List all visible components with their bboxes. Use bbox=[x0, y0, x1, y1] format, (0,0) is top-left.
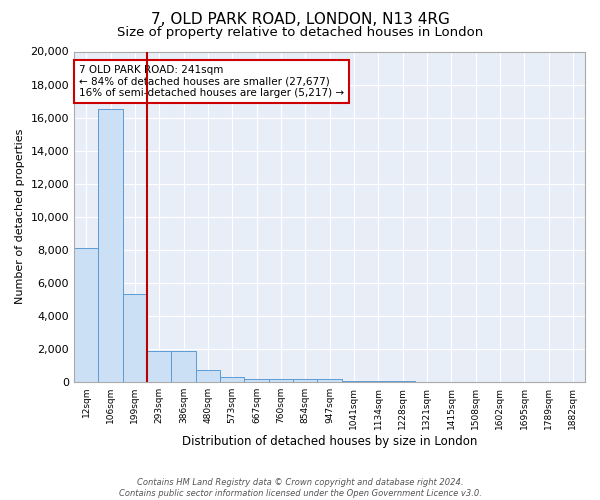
Text: Contains HM Land Registry data © Crown copyright and database right 2024.
Contai: Contains HM Land Registry data © Crown c… bbox=[119, 478, 481, 498]
X-axis label: Distribution of detached houses by size in London: Distribution of detached houses by size … bbox=[182, 434, 477, 448]
Bar bbox=[366, 381, 391, 382]
Bar bbox=[220, 377, 244, 382]
Text: 7, OLD PARK ROAD, LONDON, N13 4RG: 7, OLD PARK ROAD, LONDON, N13 4RG bbox=[151, 12, 449, 28]
Bar bbox=[172, 352, 196, 382]
Bar bbox=[196, 370, 220, 382]
Text: Size of property relative to detached houses in London: Size of property relative to detached ho… bbox=[117, 26, 483, 39]
Y-axis label: Number of detached properties: Number of detached properties bbox=[15, 129, 25, 304]
Bar bbox=[98, 110, 123, 382]
Bar bbox=[74, 248, 98, 382]
Bar bbox=[244, 378, 269, 382]
Text: 7 OLD PARK ROAD: 241sqm
← 84% of detached houses are smaller (27,677)
16% of sem: 7 OLD PARK ROAD: 241sqm ← 84% of detache… bbox=[79, 64, 344, 98]
Bar bbox=[123, 294, 147, 382]
Bar bbox=[341, 380, 366, 382]
Bar bbox=[269, 379, 293, 382]
Bar bbox=[293, 380, 317, 382]
Bar bbox=[147, 352, 172, 382]
Bar bbox=[317, 380, 341, 382]
